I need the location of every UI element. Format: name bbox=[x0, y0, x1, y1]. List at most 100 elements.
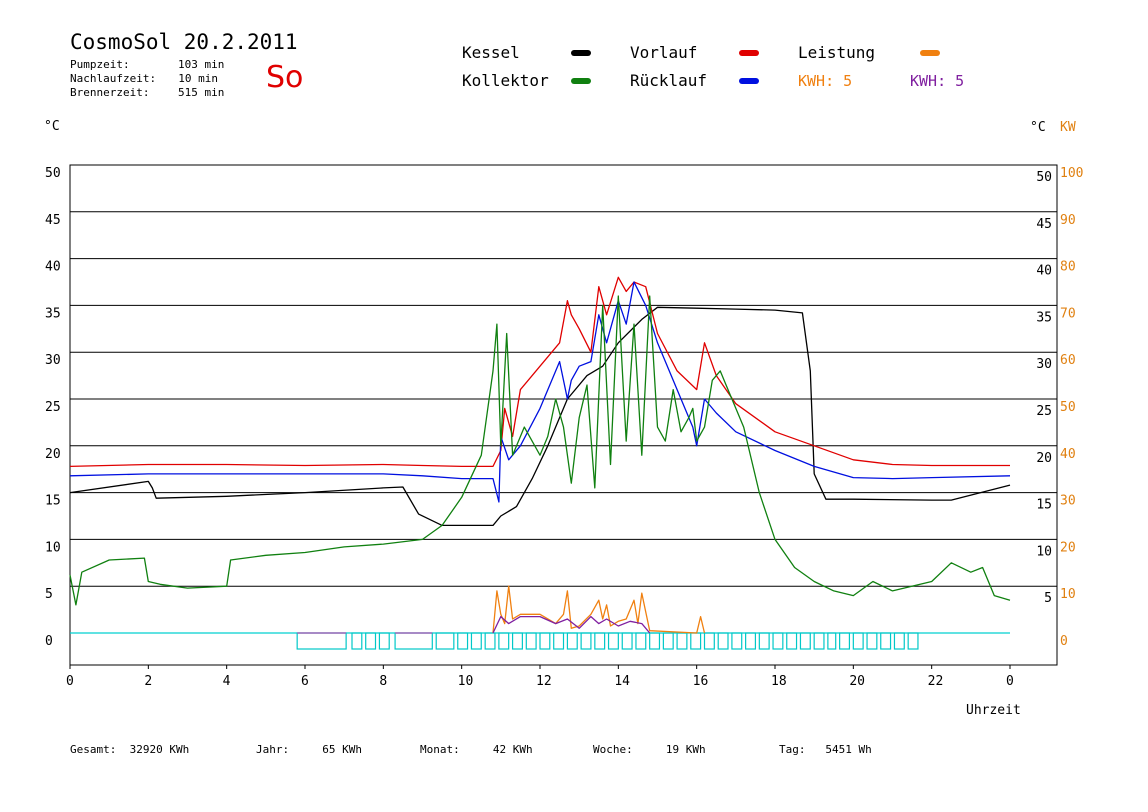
legend-vorlauf-label: Vorlauf bbox=[630, 43, 698, 62]
status-band-11 bbox=[525, 632, 537, 650]
x-tick-label-2: 4 bbox=[223, 674, 231, 689]
status-band-39 bbox=[907, 632, 919, 650]
y-left-tick-45: 45 bbox=[45, 213, 61, 228]
y-right-tick-c-45: 45 bbox=[1036, 217, 1052, 232]
status-band-8 bbox=[484, 632, 496, 650]
status-band-21 bbox=[662, 632, 674, 650]
y-left-tick-5: 5 bbox=[45, 587, 53, 602]
status-band-1 bbox=[351, 632, 363, 650]
y-right-tick-kw-90: 90 bbox=[1060, 213, 1076, 228]
legend-kollektor-swatch bbox=[571, 78, 591, 84]
y-left-tick-15: 15 bbox=[45, 494, 61, 509]
stat-nachlaufzeit-label: Nachlaufzeit: bbox=[70, 72, 157, 85]
status-band-33 bbox=[827, 632, 837, 650]
status-band-22 bbox=[676, 632, 688, 650]
y-left-tick-50: 50 bbox=[45, 166, 61, 181]
x-tick-label-12: 0 bbox=[1006, 674, 1014, 689]
stat-nachlaufzeit-value: 10 min bbox=[178, 72, 218, 85]
status-band-26 bbox=[731, 632, 743, 650]
y-right-tick-kw-60: 60 bbox=[1060, 353, 1076, 368]
footer-jahr: Jahr: 65 KWh bbox=[256, 743, 362, 756]
status-band-23 bbox=[690, 632, 702, 650]
y-right-tick-c-15: 15 bbox=[1036, 498, 1052, 513]
status-band-38 bbox=[893, 632, 905, 650]
y-right-tick-kw-20: 20 bbox=[1060, 540, 1076, 555]
plot-frame bbox=[69, 164, 1058, 666]
series-line-series-5 bbox=[492, 615, 651, 634]
status-band-4 bbox=[394, 632, 433, 650]
y-left-tick-0: 0 bbox=[45, 634, 53, 649]
y-right-tick-kw-80: 80 bbox=[1060, 260, 1076, 275]
x-tick-label-3: 6 bbox=[301, 674, 309, 689]
status-band-13 bbox=[553, 632, 565, 650]
status-band-34 bbox=[839, 632, 851, 650]
status-band-6 bbox=[457, 632, 469, 650]
chart-title: CosmoSol 20.2.2011 bbox=[70, 30, 298, 54]
y-right-tick-kw-10: 10 bbox=[1060, 587, 1076, 602]
status-band-37 bbox=[880, 632, 892, 650]
status-band-7 bbox=[470, 632, 482, 650]
status-band-30 bbox=[786, 632, 798, 650]
x-tick-label-11: 22 bbox=[928, 674, 944, 689]
status-band-18 bbox=[621, 632, 633, 650]
right-axis-unit-kw: KW bbox=[1060, 120, 1076, 135]
legend-kollektor-label: Kollektor bbox=[462, 71, 549, 90]
status-band-0 bbox=[296, 632, 347, 650]
footer-tag: Tag: 5451 Wh bbox=[779, 743, 872, 756]
legend-kessel-swatch bbox=[571, 50, 591, 56]
y-right-tick-c-25: 25 bbox=[1036, 404, 1052, 419]
y-right-tick-c-5: 5 bbox=[1044, 591, 1052, 606]
status-band-12 bbox=[539, 632, 551, 650]
y-right-tick-kw-50: 50 bbox=[1060, 400, 1076, 415]
x-tick-label-7: 14 bbox=[614, 674, 630, 689]
status-band-19 bbox=[635, 632, 647, 650]
x-tick-label-9: 18 bbox=[771, 674, 787, 689]
y-right-tick-c-35: 35 bbox=[1036, 310, 1052, 325]
series-line-kollektor-3 bbox=[69, 295, 1011, 606]
status-band-29 bbox=[772, 632, 784, 650]
y-right-tick-kw-40: 40 bbox=[1060, 447, 1076, 462]
stat-pumpzeit-label: Pumpzeit: bbox=[70, 58, 130, 71]
y-right-tick-kw-100: 100 bbox=[1060, 166, 1083, 181]
left-axis-unit: °C bbox=[44, 119, 60, 134]
weekday-label: So bbox=[266, 60, 304, 95]
legend-kessel-label: Kessel bbox=[462, 43, 520, 62]
legend-leistung-label: Leistung bbox=[798, 43, 876, 62]
status-band-27 bbox=[745, 632, 757, 650]
kwh-purple-label: KWH: 5 bbox=[910, 72, 965, 90]
legend-leistung-swatch bbox=[920, 50, 940, 56]
status-band-10 bbox=[511, 632, 523, 650]
status-band-36 bbox=[866, 632, 878, 650]
y-left-tick-30: 30 bbox=[45, 353, 61, 368]
x-tick-label-8: 16 bbox=[693, 674, 709, 689]
legend-ruecklauf-swatch bbox=[739, 78, 759, 84]
y-left-tick-20: 20 bbox=[45, 447, 61, 462]
stat-brennerzeit-label: Brennerzeit: bbox=[70, 86, 150, 99]
status-band-31 bbox=[799, 632, 811, 650]
status-band-3 bbox=[378, 632, 390, 650]
series-line-leistung-4 bbox=[492, 585, 706, 634]
x-tick-label-5: 10 bbox=[458, 674, 474, 689]
x-tick-label-1: 2 bbox=[144, 674, 152, 689]
x-tick-label-0: 0 bbox=[66, 674, 74, 689]
footer-woche: Woche: 19 KWh bbox=[593, 743, 706, 756]
right-axis-unit-c: °C bbox=[1030, 120, 1046, 135]
y-left-tick-35: 35 bbox=[45, 306, 61, 321]
series-line-vorlauf-1 bbox=[69, 276, 1010, 468]
status-band-16 bbox=[594, 632, 606, 650]
x-axis-label: Uhrzeit bbox=[966, 703, 1021, 718]
status-band-14 bbox=[566, 632, 578, 650]
status-band-25 bbox=[717, 632, 729, 650]
x-tick-label-4: 8 bbox=[379, 674, 387, 689]
series-line-r-cklauf-2 bbox=[69, 281, 1011, 503]
status-band-17 bbox=[607, 632, 619, 650]
y-left-tick-10: 10 bbox=[45, 540, 61, 555]
y-right-tick-c-50: 50 bbox=[1036, 170, 1052, 185]
legend-vorlauf-swatch bbox=[739, 50, 759, 56]
status-band-32 bbox=[813, 632, 825, 650]
y-left-tick-25: 25 bbox=[45, 400, 61, 415]
status-band-2 bbox=[365, 632, 377, 650]
footer-gesamt: Gesamt: 32920 KWh bbox=[70, 743, 190, 756]
legend-ruecklauf-label: Rücklauf bbox=[630, 71, 708, 90]
